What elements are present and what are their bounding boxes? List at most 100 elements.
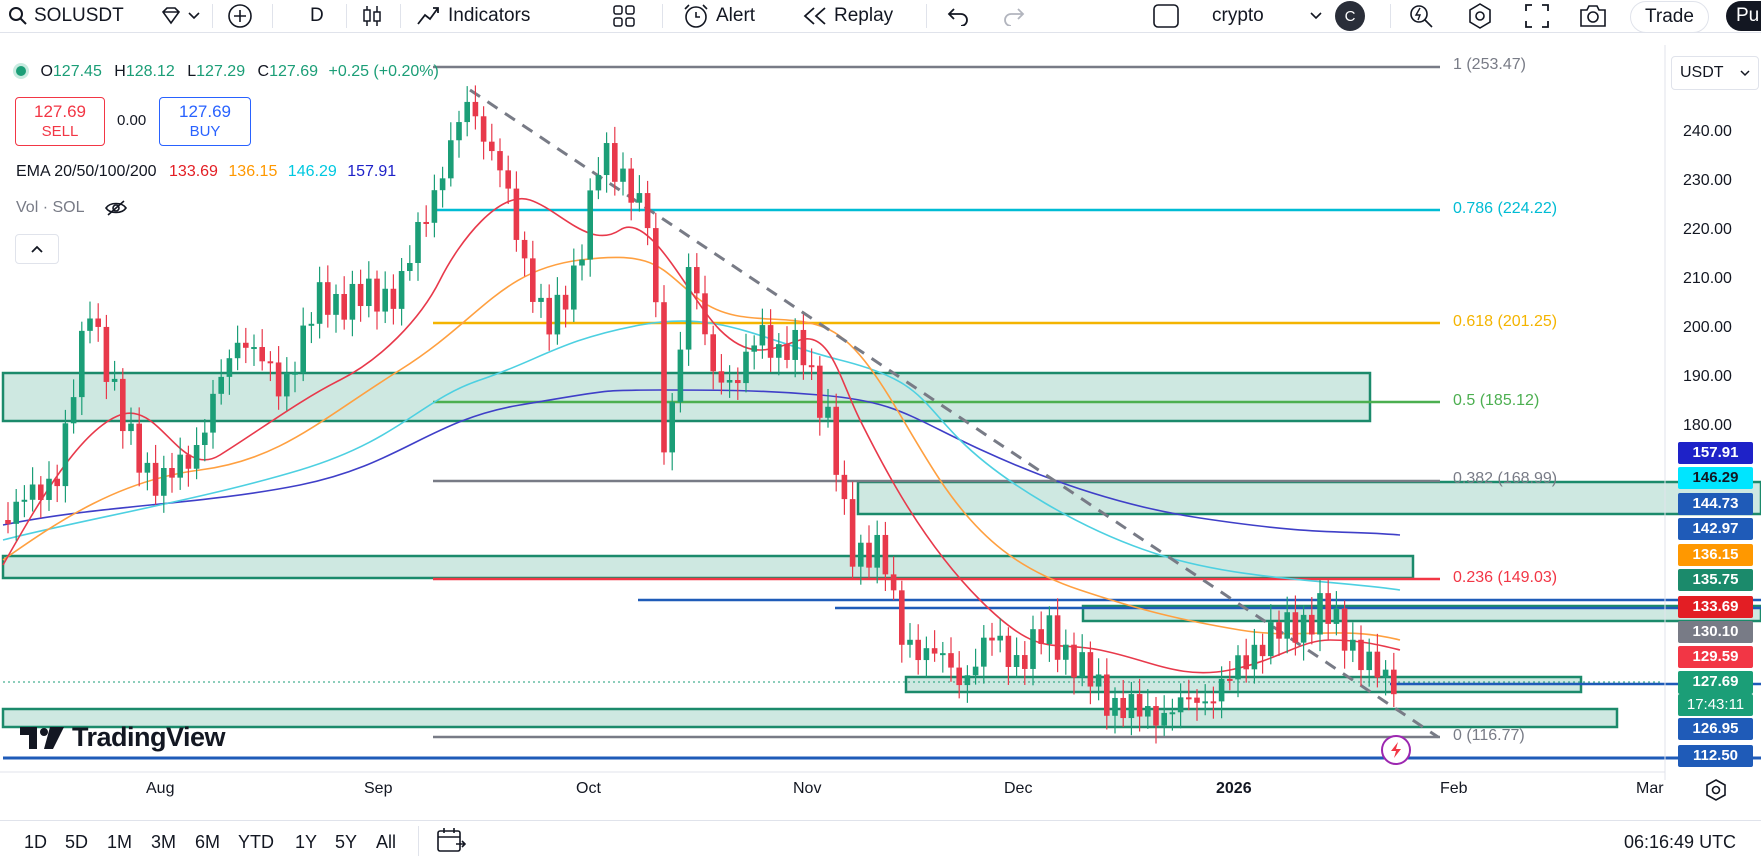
zone-136-149[interactable] xyxy=(1,554,1415,580)
replay-button[interactable]: Replay xyxy=(802,2,893,30)
fullscreen-button[interactable] xyxy=(1524,2,1550,30)
candle-body xyxy=(333,293,339,315)
timeframe-6m[interactable]: 6M xyxy=(195,832,221,852)
fib-label-0618: 0.618 (201.25) xyxy=(1453,313,1558,330)
candle-body xyxy=(259,347,265,362)
candle-body xyxy=(833,406,839,475)
alert-label: Alert xyxy=(716,5,756,26)
ema20-line[interactable] xyxy=(2,197,1401,674)
price-chart[interactable] xyxy=(0,33,1761,818)
zone-143-145[interactable] xyxy=(856,480,1761,516)
candle-body xyxy=(5,520,11,524)
layout-button[interactable] xyxy=(1152,2,1180,30)
candle-body xyxy=(243,342,249,348)
price-tag-13010[interactable]: 130.10 xyxy=(1678,621,1753,643)
interval-button[interactable]: D xyxy=(310,2,324,30)
candle-body xyxy=(300,325,306,373)
user-avatar[interactable]: C xyxy=(1335,1,1365,31)
timeframe-1d[interactable]: 1D xyxy=(24,832,48,852)
candle-body xyxy=(1145,706,1151,717)
goto-date-button[interactable] xyxy=(436,826,466,854)
buy-button[interactable]: 127.69 BUY xyxy=(159,97,251,146)
candle-body xyxy=(899,590,905,645)
ema200-line[interactable] xyxy=(2,389,1401,536)
trade-button[interactable]: Trade xyxy=(1630,1,1709,33)
compare-dropdown[interactable] xyxy=(160,2,200,30)
settings-button[interactable] xyxy=(1466,2,1494,30)
candle-body xyxy=(858,542,864,567)
price-tag-ema20[interactable]: 133.69 xyxy=(1678,596,1753,618)
snapshot-button[interactable] xyxy=(1578,2,1608,30)
redo-button[interactable] xyxy=(1002,2,1026,30)
timeframe-ytd[interactable]: YTD xyxy=(238,832,274,852)
undo-button[interactable] xyxy=(946,2,970,30)
price-tag-11250[interactable]: 112.50 xyxy=(1678,745,1753,767)
timeframe-1m[interactable]: 1M xyxy=(107,832,133,852)
price-tag-14473[interactable]: 144.73 xyxy=(1678,493,1753,515)
candle-body xyxy=(1210,701,1217,704)
ema50-line[interactable] xyxy=(2,256,1401,641)
publish-button[interactable]: Pu xyxy=(1726,1,1761,31)
price-tag-current[interactable]: 127.69 xyxy=(1678,671,1753,694)
price-tag-ema100[interactable]: 146.29 xyxy=(1678,467,1753,489)
currency-selector[interactable]: USDT xyxy=(1671,56,1759,90)
add-symbol-button[interactable] xyxy=(227,2,253,30)
candle-body xyxy=(1259,644,1266,657)
ema200-value: 157.91 xyxy=(347,163,397,180)
alert-button[interactable]: Alert xyxy=(682,2,755,30)
candle-body xyxy=(890,574,897,591)
sell-button[interactable]: 127.69 SELL xyxy=(15,97,105,146)
utc-clock[interactable]: 06:16:49 UTC xyxy=(1624,832,1737,852)
price-tag-ema200[interactable]: 157.91 xyxy=(1678,442,1753,464)
timeframe-1y[interactable]: 1Y xyxy=(295,832,318,852)
quick-search-button[interactable] xyxy=(1408,2,1434,30)
candle-body xyxy=(21,499,28,502)
chart-type-button[interactable] xyxy=(360,2,384,30)
indicators-icon xyxy=(416,4,442,28)
zone-185-190[interactable] xyxy=(1,371,1372,423)
timeframe-all[interactable]: All xyxy=(376,832,397,852)
layout-name-dropdown[interactable]: crypto xyxy=(1212,2,1322,30)
price-tag-12959[interactable]: 129.59 xyxy=(1678,646,1753,668)
zap-search-icon xyxy=(1408,3,1434,29)
candle-body xyxy=(325,282,331,315)
candle-body xyxy=(1276,622,1282,639)
fib-label-0236: 0.236 (149.03) xyxy=(1453,569,1558,586)
candle-body xyxy=(817,365,823,418)
price-tag-14297[interactable]: 142.97 xyxy=(1678,518,1753,540)
symbol-search[interactable]: SOLUSDT xyxy=(8,2,124,30)
candle-body xyxy=(111,378,118,382)
tradingview-logo[interactable]: TradingView xyxy=(20,722,226,753)
price-tag-13575[interactable]: 135.75 xyxy=(1678,569,1753,591)
candle-body xyxy=(1046,615,1053,644)
price-tag-ema50[interactable]: 136.15 xyxy=(1678,544,1753,566)
timeframe-5y[interactable]: 5Y xyxy=(335,832,358,852)
volume-legend[interactable]: Vol · SOL xyxy=(16,199,128,217)
timeframe-3m[interactable]: 3M xyxy=(151,832,177,852)
indicators-button[interactable]: Indicators xyxy=(416,2,530,30)
axis-settings-button[interactable] xyxy=(1704,778,1728,802)
collapse-legend-button[interactable] xyxy=(15,234,59,264)
templates-button[interactable] xyxy=(612,2,636,30)
zone-130-132[interactable] xyxy=(1081,604,1761,623)
ema-legend[interactable]: EMA 20/50/100/200 133.69 136.15 146.29 1… xyxy=(16,163,397,180)
candlesticks[interactable] xyxy=(5,85,1397,744)
candle-body xyxy=(710,334,716,372)
candle-body xyxy=(759,325,766,346)
ema100-line[interactable] xyxy=(2,320,1401,591)
eye-off-icon[interactable] xyxy=(104,199,128,217)
redo-icon xyxy=(1002,6,1026,26)
candle-body xyxy=(152,462,159,496)
candle-body xyxy=(546,297,552,335)
timeframe-5d[interactable]: 5D xyxy=(65,832,89,852)
candle-body xyxy=(915,639,921,661)
candle-body xyxy=(1391,669,1397,695)
chevron-down-icon xyxy=(188,12,200,20)
candle-body xyxy=(382,288,388,312)
zone-120-123[interactable] xyxy=(1,707,1619,729)
candle-body xyxy=(161,468,167,496)
event-marker[interactable] xyxy=(1381,735,1411,765)
price-tag-12695[interactable]: 126.95 xyxy=(1678,718,1753,740)
candle-body xyxy=(849,499,856,567)
fullscreen-icon xyxy=(1524,3,1550,29)
